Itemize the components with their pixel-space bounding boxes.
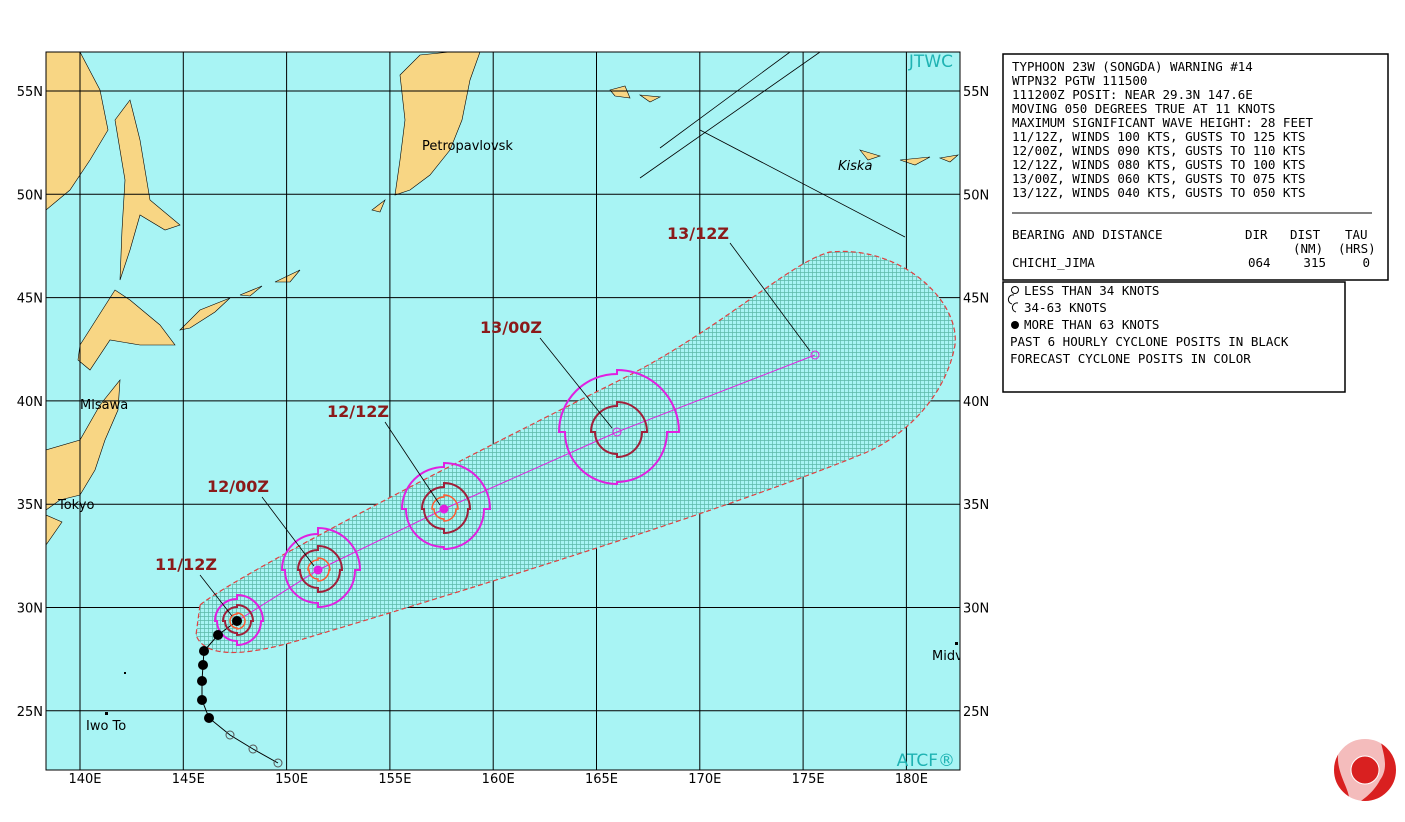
wind-radius: [296, 544, 344, 594]
lon-label: 160E: [482, 772, 515, 787]
forecast-positions: [313, 504, 449, 575]
forecast-weak-positions: [612, 350, 820, 437]
lat-label: 40N: [963, 395, 989, 410]
lon-label: 150E: [275, 772, 308, 787]
warning-line: 111200Z POSIT: NEAR 29.3N 147.6E: [1012, 87, 1253, 102]
land: [46, 52, 959, 546]
warning-line: TYPHOON 23W (SONGDA) WARNING #14: [1012, 59, 1253, 74]
warning-line: MAXIMUM SIGNIFICANT WAVE HEIGHT: 28 FEET: [1012, 115, 1313, 130]
warning-line: 12/12Z, WINDS 080 KTS, GUSTS TO 100 KTS: [1012, 157, 1306, 172]
warning-box: [1002, 53, 1389, 281]
lat-label: 25N: [963, 705, 989, 720]
wind-radius: [213, 593, 265, 647]
map-area: Petropavlovsk Kiska Misawa Tokyo Iwo To …: [46, 52, 963, 771]
tau-unit: (HRS): [1338, 241, 1376, 256]
legend-line: MORE THAN 63 KNOTS: [1024, 317, 1159, 332]
forecast-time-label: 13/00Z: [480, 318, 542, 337]
legend-symbol: [1011, 286, 1019, 294]
label-leaders: [199, 242, 811, 617]
lat-label: 50N: [17, 188, 43, 203]
dir-header: DIR: [1245, 227, 1268, 242]
station: CHICHI_JIMA: [1012, 255, 1095, 270]
past-positions: [197, 616, 242, 723]
wind-radius: [280, 526, 362, 609]
lon-label: 175E: [792, 772, 825, 787]
wind-radius: [307, 557, 331, 582]
lat-label: 35N: [17, 498, 43, 513]
lat-label: 50N: [963, 188, 989, 203]
lat-label: 55N: [17, 85, 43, 100]
dist-value: 315: [1303, 255, 1326, 270]
legend-box: [1002, 281, 1346, 393]
legend-line: LESS THAN 34 KNOTS: [1024, 283, 1159, 298]
warning-line: 13/12Z, WINDS 040 KTS, GUSTS TO 050 KTS: [1012, 185, 1306, 200]
legend-line: PAST 6 HOURLY CYCLONE POSITS IN BLACK: [1010, 334, 1289, 349]
wind-radius: [431, 494, 459, 522]
wind-radius: [400, 461, 492, 551]
forecast-time-label: 12/00Z: [207, 477, 269, 496]
wind-radius: [221, 603, 255, 637]
legend-line: FORECAST CYCLONE POSITS IN COLOR: [1010, 351, 1251, 366]
wind-radius: [420, 481, 472, 535]
place-label: Misawa: [80, 398, 128, 413]
lon-label: 140E: [68, 772, 101, 787]
lon-label: 165E: [585, 772, 618, 787]
lat-label: 40N: [17, 395, 43, 410]
wind-radii: [213, 368, 681, 647]
atcf-label: ATCF®: [897, 751, 955, 771]
dist-header: DIST: [1290, 227, 1321, 242]
legend-symbol: [1007, 294, 1019, 313]
forecast-time-label: 12/12Z: [327, 402, 389, 421]
lat-label: 55N: [963, 85, 989, 100]
lat-label: 45N: [17, 292, 43, 307]
boundary-lines: [639, 52, 906, 238]
tau-header: TAU: [1345, 227, 1368, 242]
lon-label: 170E: [688, 772, 721, 787]
lat-label: 35N: [963, 498, 989, 513]
warning-line: 12/00Z, WINDS 090 KTS, GUSTS TO 110 KTS: [1012, 143, 1306, 158]
bearing-title: BEARING AND DISTANCE: [1012, 227, 1163, 242]
lon-label: 145E: [172, 772, 205, 787]
warning-line: WTPN32 PGTW 111500: [1012, 73, 1147, 88]
lon-label: 155E: [378, 772, 411, 787]
dist-unit: (NM): [1293, 241, 1323, 256]
place-markers: [105, 642, 958, 715]
forecast-time-label: 13/12Z: [667, 224, 729, 243]
lat-label: 30N: [963, 602, 989, 617]
place-label: Petropavlovsk: [422, 139, 513, 154]
place-label: Kiska: [838, 159, 872, 174]
wind-radius: [229, 612, 246, 630]
lon-label: 180E: [895, 772, 928, 787]
place-label: Tokyo: [57, 498, 94, 513]
tau-value: 0: [1362, 255, 1370, 270]
forecast-time-label: 11/12Z: [155, 555, 217, 574]
legend-line: 34-63 KNOTS: [1024, 300, 1107, 315]
forecast-cone: [195, 250, 956, 654]
past-track: [201, 620, 279, 764]
legend-symbol: [1011, 321, 1019, 329]
axis-labels: 140E 145E 150E 155E 160E 165E 170E 175E 180E 55N 5…: [17, 85, 990, 787]
jtwc-logo: [1332, 724, 1398, 810]
dir-value: 064: [1248, 255, 1271, 270]
place-label: Iwo To: [86, 719, 126, 734]
warning-line: 13/00Z, WINDS 060 KTS, GUSTS TO 075 KTS: [1012, 171, 1306, 186]
wind-radius: [589, 400, 649, 459]
legend-text: LESS THAN 34 KNOTS 34-63 KNOTS MORE THAN 6…: [1010, 283, 1289, 366]
lat-label: 45N: [963, 292, 989, 307]
lat-label: 25N: [17, 705, 43, 720]
warning-line: MOVING 050 DEGREES TRUE AT 11 KNOTS: [1012, 101, 1275, 116]
map-frame: [45, 51, 961, 771]
past-weak-positions: [225, 730, 283, 768]
warning-line: 11/12Z, WINDS 100 KTS, GUSTS TO 125 KTS: [1012, 129, 1306, 144]
wind-radius: [557, 368, 681, 486]
place-label: Midv: [932, 649, 963, 664]
lat-label: 30N: [17, 602, 43, 617]
jtwc-label: JTWC: [908, 52, 953, 72]
